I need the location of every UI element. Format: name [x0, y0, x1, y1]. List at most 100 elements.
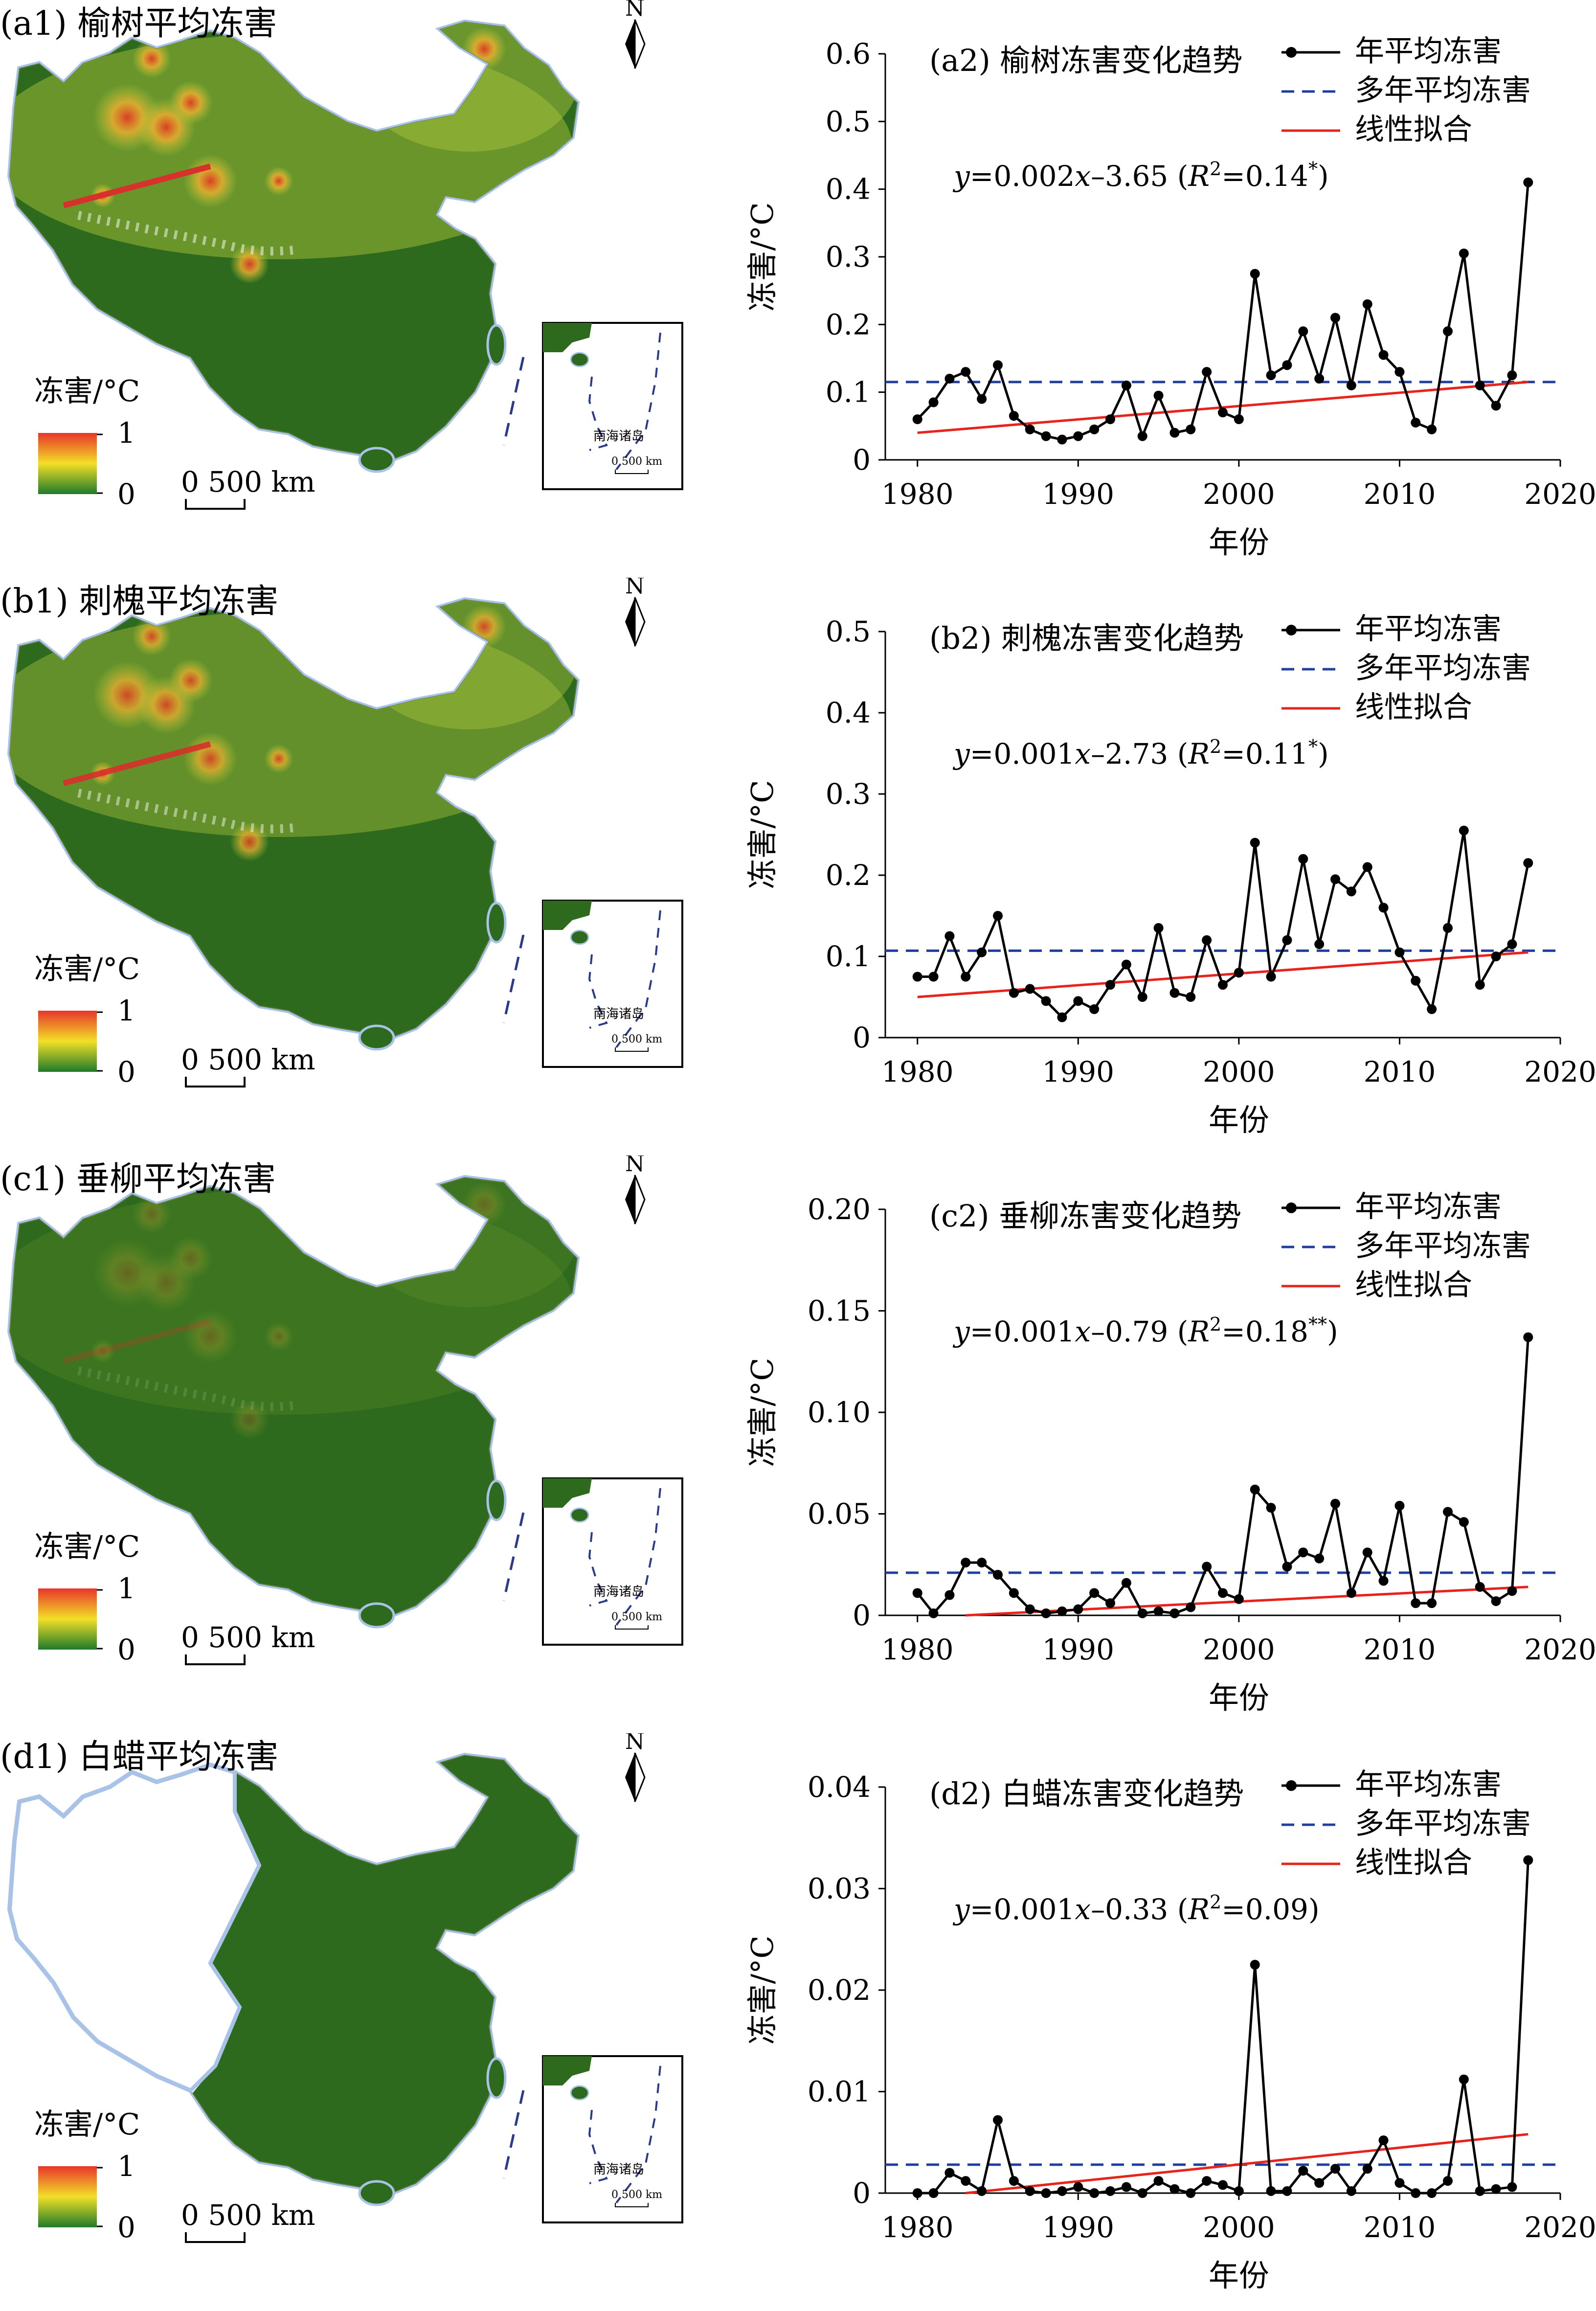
- data-point: [1475, 380, 1485, 390]
- data-point: [928, 972, 939, 982]
- data-point: [928, 2188, 939, 2198]
- chart-d: 0 0.01 0.02 0.03 0.04 1980 1990 2000 2010 2020 年份 冻…: [744, 1767, 1595, 2293]
- data-point: [1041, 1608, 1051, 1618]
- data-point: [1346, 1588, 1356, 1598]
- inset-coast: [543, 323, 592, 352]
- regression-equation: y=0.001x–2.73 (R2=0.11*): [952, 736, 1329, 770]
- series-line: [916, 182, 1529, 441]
- data-point: [977, 947, 987, 957]
- data-point: [1298, 1547, 1308, 1558]
- hotspot: [90, 1339, 115, 1363]
- hainan-island: [358, 1602, 395, 1629]
- data-point: [1073, 996, 1083, 1006]
- data-point: [1346, 2186, 1356, 2196]
- data-point: [912, 1588, 922, 1598]
- data-point: [1330, 874, 1340, 884]
- hotspot: [462, 1182, 506, 1226]
- data-point: [1475, 980, 1485, 990]
- x-tick-label: 2000: [1203, 2211, 1275, 2244]
- data-point: [1105, 1598, 1115, 1609]
- data-point: [1089, 2188, 1100, 2198]
- map-title: (d1) 白蜡平均冻害: [0, 1738, 279, 1776]
- hotspot: [132, 1195, 171, 1234]
- data-point: [1218, 1588, 1228, 1598]
- legend-label-series: 年平均冻害: [1355, 1190, 1502, 1224]
- map-title: (b1) 刺槐平均冻害: [0, 582, 279, 621]
- data-point: [1411, 417, 1421, 428]
- data-point: [1250, 1960, 1260, 1970]
- legend-title: 冻害/°C: [34, 952, 140, 986]
- no-data-border: [7, 1763, 262, 2093]
- data-point: [1507, 1586, 1517, 1596]
- legend-max-label: 1: [117, 1572, 135, 1605]
- data-point: [1089, 1004, 1100, 1014]
- data-point: [1250, 838, 1260, 848]
- data-point: [1137, 1608, 1147, 1618]
- x-tick-label: 2000: [1203, 1055, 1275, 1088]
- data-point: [1298, 854, 1308, 864]
- data-point: [1427, 424, 1437, 434]
- legend-label-fit: 线性拟合: [1355, 1268, 1472, 1302]
- map-a: N 冻害/°C 1 0 0 500 km 南海诸岛 0 500 km: [7, 0, 683, 511]
- data-point: [1057, 434, 1067, 445]
- hotspot: [183, 1310, 237, 1363]
- regression-equation: y=0.001x–0.79 (R2=0.18**): [952, 1314, 1338, 1348]
- south-china-sea-inset: 南海诸岛 0 500 km: [542, 322, 683, 490]
- inset-scale-label: 0 500 km: [611, 1033, 662, 1045]
- y-tick-label: 0.20: [808, 1193, 871, 1226]
- y-tick-label: 0.3: [826, 777, 871, 811]
- y-tick-label: 0: [853, 1599, 871, 1632]
- data-point: [1427, 1598, 1437, 1609]
- china-map: [7, 1752, 580, 2206]
- data-point: [1443, 2176, 1453, 2186]
- data-point: [1105, 980, 1115, 990]
- y-tick-label: 0.1: [826, 376, 871, 409]
- map-title: (a1) 榆树平均冻害: [0, 4, 277, 43]
- data-point: [1507, 2182, 1517, 2192]
- legend-max-label: 1: [117, 994, 135, 1027]
- hotspot: [230, 245, 269, 284]
- data-point: [1443, 923, 1453, 933]
- y-tick-label: 0: [853, 443, 871, 476]
- data-point: [1025, 424, 1035, 434]
- legend-max-label: 1: [117, 2150, 135, 2183]
- x-tick-label: 1990: [1042, 1633, 1114, 1666]
- scale-bar-label: 0 500 km: [181, 2198, 315, 2232]
- data-point: [1057, 1606, 1067, 1616]
- y-tick-label: 0.10: [808, 1396, 871, 1429]
- y-tick-label: 0.15: [808, 1294, 871, 1328]
- data-point: [1009, 411, 1019, 421]
- legend-swatch-marker: [1286, 1780, 1297, 1791]
- legend-label-fit: 线性拟合: [1355, 690, 1472, 725]
- x-tick-label: 2000: [1203, 477, 1275, 511]
- taiwan-island: [486, 1479, 507, 1521]
- data-point: [1523, 858, 1533, 868]
- scale-bar: [185, 2232, 246, 2243]
- inset-label: 南海诸岛: [593, 1007, 644, 1021]
- panel-a: N 冻害/°C 1 0 0 500 km 南海诸岛 0 500 km (a1) 榆树平均冻害…: [0, 0, 1596, 578]
- y-tick-label: 0.04: [808, 1770, 871, 1804]
- x-tick-label: 2010: [1364, 1055, 1436, 1088]
- data-point: [1137, 431, 1147, 441]
- map-d: N 冻害/°C 1 0 0 500 km 南海诸岛 0 500 km: [7, 1733, 683, 2244]
- data-point: [977, 2186, 987, 2196]
- data-point: [1411, 975, 1421, 986]
- data-point: [1121, 959, 1131, 970]
- x-tick-label: 2020: [1524, 1633, 1595, 1666]
- chart-title: (c2) 垂柳冻害变化趋势: [929, 1198, 1241, 1234]
- legend-label-mean: 多年平均冻害: [1355, 73, 1531, 108]
- data-point: [1121, 1578, 1131, 1588]
- data-point: [1121, 2182, 1131, 2192]
- hotspot: [169, 81, 213, 125]
- y-tick-label: 0.6: [826, 37, 871, 70]
- data-point: [1443, 1507, 1453, 1517]
- data-point: [1105, 414, 1115, 424]
- x-tick-label: 1980: [881, 477, 954, 511]
- data-point: [1459, 825, 1469, 836]
- data-point: [912, 972, 922, 982]
- data-point: [993, 2115, 1003, 2125]
- hotspot-ridge: [63, 1319, 211, 1364]
- scale-bar: [185, 1077, 246, 1088]
- data-point: [1234, 2186, 1244, 2196]
- data-point: [1394, 367, 1405, 377]
